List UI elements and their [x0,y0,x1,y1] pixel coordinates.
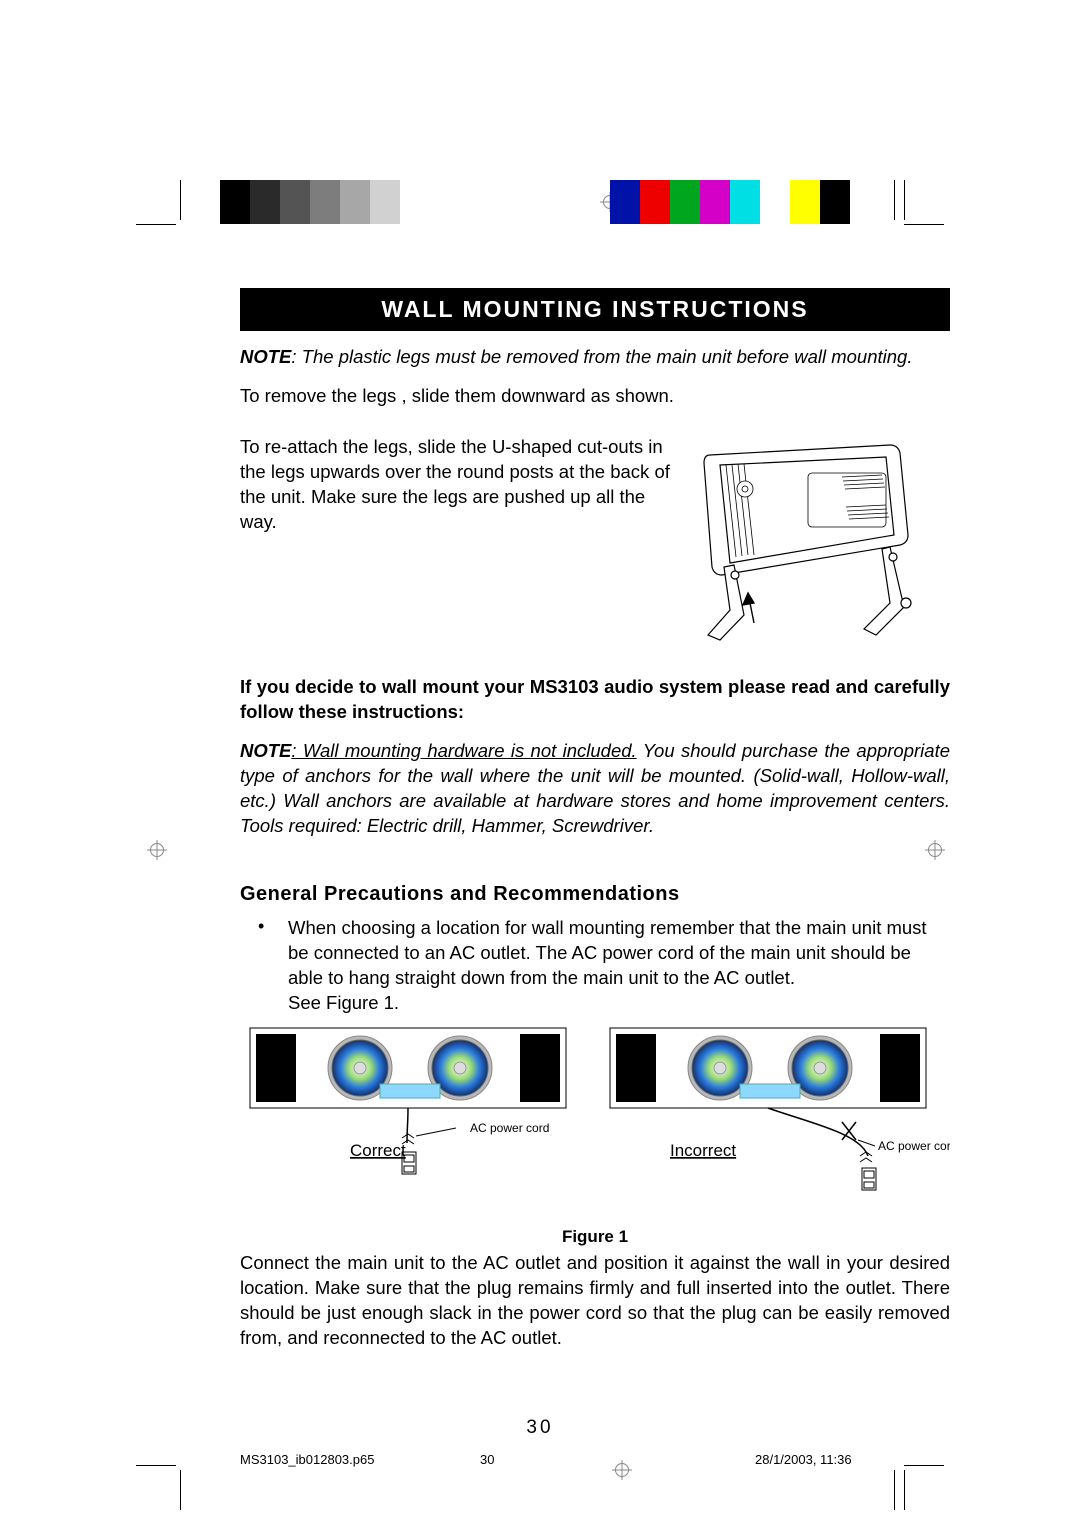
crop-mark [904,180,905,220]
note-1: NOTE: The plastic legs must be removed f… [240,345,950,370]
footer-page: 30 [480,1452,494,1467]
footer-filename: MS3103_ib012803.p65 [240,1452,374,1467]
footer-date: 28/1/2003, 11:36 [755,1452,852,1467]
unit-rear-figure [690,435,950,665]
note-body: : The plastic legs must be removed from … [291,346,912,367]
registration-mark [612,1460,632,1480]
page-number: 30 [0,1417,1080,1439]
subheading-precautions: General Precautions and Recommendations [240,883,950,906]
bullet-text: When choosing a location for wall mounti… [288,916,950,1016]
bullet-body: When choosing a location for wall mounti… [288,917,927,988]
incorrect-label: Incorrect [670,1141,736,1160]
crop-mark [180,180,181,220]
crop-mark [894,180,895,220]
figure-1-label: Figure 1 [240,1227,950,1247]
note-lead: NOTE [240,346,291,367]
registration-mark [147,840,167,860]
reattach-row: To re-attach the legs, slide the U-shape… [240,435,950,665]
bullet-1: • When choosing a location for wall moun… [240,916,950,1016]
process-color-bar [610,180,850,224]
paragraph-remove-legs: To remove the legs , slide them downward… [240,384,950,409]
grayscale-color-bar [220,180,430,224]
content-area: WALL MOUNTING INSTRUCTIONS NOTE: The pla… [240,288,950,1351]
crop-mark [894,1470,895,1510]
paragraph-decide: If you decide to wall mount your MS3103 … [240,675,950,725]
note-2: NOTE: Wall mounting hardware is not incl… [240,739,950,839]
figure-1: AC power cord Correct [240,1022,950,1247]
ac-cord-label-left: AC power cord [470,1121,549,1135]
note-lead: NOTE [240,740,291,761]
see-figure-text: See Figure 1. [288,992,399,1013]
bullet-marker: • [240,916,288,1016]
crop-mark [904,1470,905,1510]
crop-mark [136,224,176,225]
note2-underlined: : Wall mounting hardware is not included… [291,740,636,761]
crop-mark [180,1470,181,1510]
crop-mark [136,1465,176,1466]
paragraph-connect: Connect the main unit to the AC outlet a… [240,1251,950,1351]
crop-mark [904,224,944,225]
correct-label: Correct [350,1141,406,1160]
ac-cord-label-right: AC power cord [878,1139,950,1153]
section-title: WALL MOUNTING INSTRUCTIONS [240,288,950,331]
paragraph-reattach: To re-attach the legs, slide the U-shape… [240,435,676,665]
page-root: WALL MOUNTING INSTRUCTIONS NOTE: The pla… [0,0,1080,1528]
crop-mark [904,1465,944,1466]
